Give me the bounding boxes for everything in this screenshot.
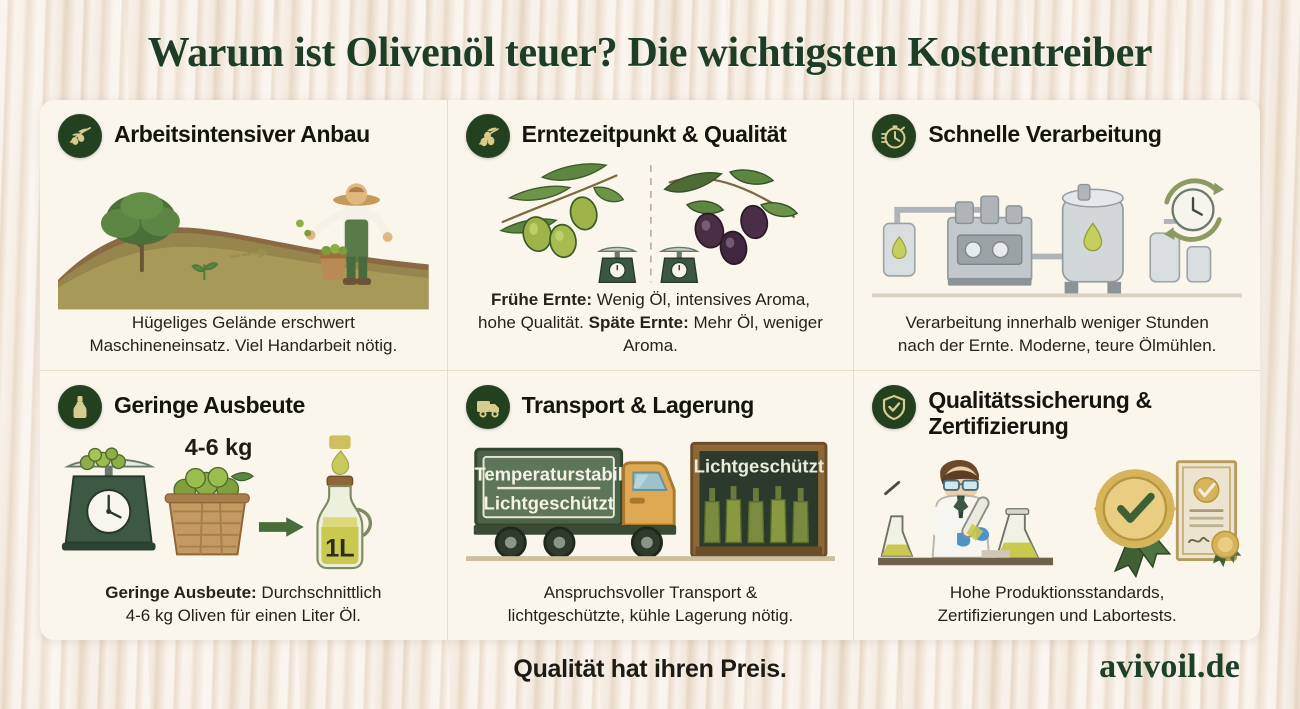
card-header: Arbeitsintensiver Anbau — [58, 114, 429, 158]
caption-line-1: Verarbeitung innerhalb weniger Stunden — [905, 313, 1209, 333]
caption-bold-fruehe-ernte: Frühe Ernte: — [490, 290, 593, 310]
card-erntezeitpunkt-qualitaet: Erntezeitpunkt & Qualität — [446, 100, 854, 370]
caption-line-2: Zertifizierungen und Labortests. — [937, 606, 1177, 626]
crate-label: Lichtgeschützt — [693, 456, 823, 477]
card-caption: Frühe Ernte: Wenig Öl, intensives Aroma,… — [466, 289, 836, 360]
truck-label-top: Temperaturstabil — [474, 463, 622, 484]
caption-line-2: 4-6 kg Oliven für einen Liter Öl. — [125, 606, 361, 626]
caption-line-1: Anspruchsvoller Transport & — [543, 583, 758, 603]
footer-tagline: Qualität hat ihren Preis. — [513, 655, 787, 683]
card-arbeitsintensiver-anbau: Arbeitsintensiver Anbau — [40, 100, 447, 370]
olive-branch-icon — [58, 114, 102, 158]
card-title: Transport & Lagerung — [521, 392, 755, 418]
cards-panel: Arbeitsintensiver Anbau — [40, 100, 1260, 640]
illustration-lab-certification — [872, 441, 1242, 582]
caption-line-2: lichtgeschützte, kühle Lagerung nötig. — [507, 606, 794, 626]
caption-line-2: nach der Ernte. Moderne, teure Ölmühlen. — [897, 336, 1217, 356]
illustration-hillside-harvest — [58, 160, 429, 312]
card-header: Qualitätssicherung & Zertifizierung — [872, 385, 1242, 439]
card-caption: Verarbeitung innerhalb weniger Stunden n… — [872, 312, 1242, 360]
card-title: Arbeitsintensiver Anbau — [114, 121, 370, 147]
caption-bold-geringe-ausbeute: Geringe Ausbeute: — [105, 583, 257, 603]
caption-part-3: Mehr Öl, weniger Aroma. — [623, 313, 823, 356]
caption-part-2: hohe Qualität. — [478, 313, 589, 333]
shield-check-icon — [872, 385, 917, 429]
card-title: Schnelle Verarbeitung — [928, 121, 1162, 147]
olives-icon — [465, 114, 510, 158]
card-caption: Hohe Produktionsstandards, Zertifizierun… — [872, 582, 1242, 630]
caption-bold-spaete-ernte: Späte Ernte: — [588, 313, 689, 333]
brand-logo: avivoil.de — [1099, 648, 1240, 685]
card-header: Geringe Ausbeute — [58, 385, 429, 429]
caption-part-1: Wenig Öl, intensives Aroma, — [592, 290, 810, 310]
card-schnelle-verarbeitung: Schnelle Verarbeitung — [853, 100, 1260, 370]
stopwatch-icon — [872, 114, 917, 158]
card-title: Qualitätssicherung & Zertifizierung — [928, 385, 1152, 439]
card-header: Transport & Lagerung — [465, 385, 836, 429]
caption-line-1: Hohe Produktionsstandards, — [949, 583, 1165, 603]
truck-label-bottom: Lichtgeschützt — [483, 492, 613, 513]
illustration-yield-ratio: 1L 4-6 kg — [58, 431, 429, 582]
card-title-line-2: Zertifizierung — [928, 412, 1069, 439]
card-title-line-1: Qualitätssicherung & — [928, 387, 1152, 413]
page-title: Warum ist Olivenöl teuer? Die wichtigste… — [147, 30, 1153, 76]
caption-line-2: Maschineneinsatz. Viel Handarbeit nötig. — [89, 336, 398, 356]
card-caption: Anspruchsvoller Transport & lichtgeschüt… — [466, 582, 836, 630]
card-transport-lagerung: Transport & Lagerung Temperaturstabil Li… — [446, 370, 854, 640]
card-caption: Hügeliges Gelände erschwert Maschinenein… — [58, 312, 429, 360]
card-header: Schnelle Verarbeitung — [872, 114, 1242, 158]
weight-label: 4-6 kg — [185, 434, 253, 460]
card-title: Erntezeitpunkt & Qualität — [521, 121, 787, 147]
card-geringe-ausbeute: Geringe Ausbeute — [40, 370, 447, 640]
card-caption: Geringe Ausbeute: Durchschnittlich 4-6 k… — [58, 582, 429, 630]
card-qualitaetssicherung-zertifizierung: Qualitätssicherung & Zertifizierung — [853, 370, 1260, 640]
card-header: Erntezeitpunkt & Qualität — [465, 114, 836, 158]
caption-part-1: Durchschnittlich — [256, 583, 382, 603]
truck-icon — [465, 385, 510, 429]
illustration-transport-storage: Temperaturstabil Lichtgeschützt — [465, 431, 836, 582]
illustration-oil-mill — [872, 160, 1242, 312]
bottle-volume-label: 1L — [325, 534, 355, 562]
card-title: Geringe Ausbeute — [114, 392, 305, 418]
bottle-icon — [58, 385, 102, 429]
illustration-early-vs-late-harvest — [466, 160, 836, 289]
caption-line-1: Hügeliges Gelände erschwert — [131, 313, 355, 333]
